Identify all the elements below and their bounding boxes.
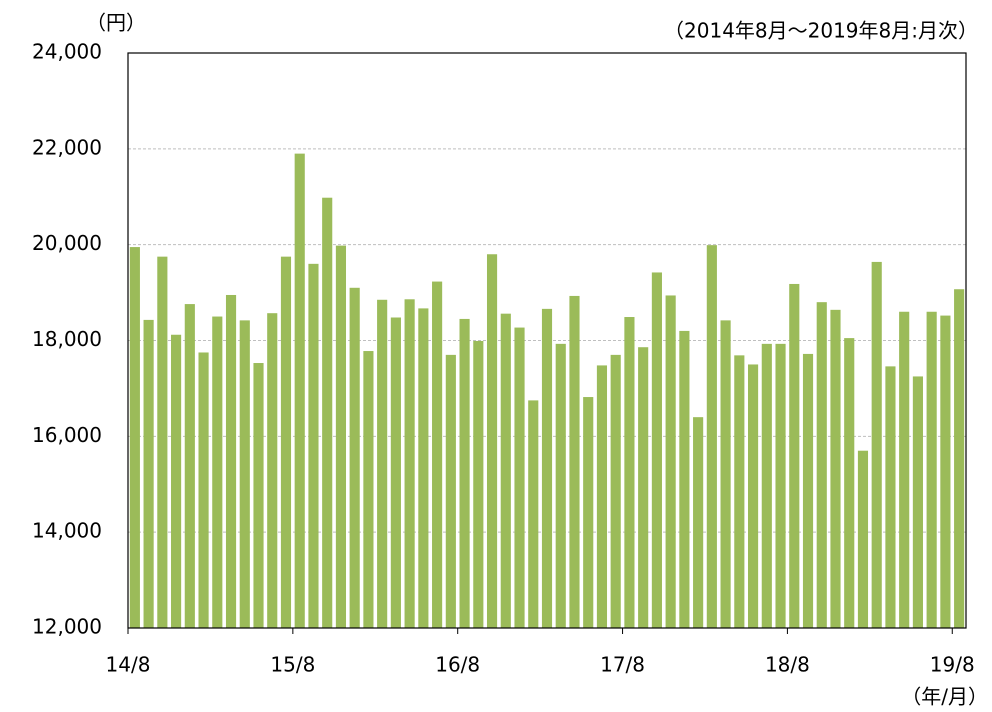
bar <box>665 295 676 628</box>
bar <box>789 283 800 628</box>
bar <box>706 245 717 629</box>
bar <box>802 353 814 628</box>
bar <box>212 316 223 628</box>
bar <box>734 355 745 628</box>
plot-frame <box>127 52 967 629</box>
bar <box>940 315 951 628</box>
bar <box>638 347 649 628</box>
bar <box>747 364 759 628</box>
y-tick-label: 12,000 <box>32 615 102 639</box>
bar <box>871 261 882 628</box>
bar <box>349 287 360 628</box>
y-tick-label: 18,000 <box>32 327 102 351</box>
bar <box>404 299 415 628</box>
bar <box>184 304 195 628</box>
bar <box>445 354 456 628</box>
bar <box>171 334 182 628</box>
bar <box>555 343 566 628</box>
x-tick-label: 19/8 <box>930 653 975 677</box>
x-tick-label: 18/8 <box>765 653 810 677</box>
bar <box>377 299 388 628</box>
bar <box>830 309 841 628</box>
x-tick-label: 17/8 <box>600 653 645 677</box>
bar <box>432 281 443 628</box>
bar <box>912 376 923 628</box>
bar <box>926 311 937 628</box>
bar <box>596 365 608 628</box>
bar <box>761 343 772 628</box>
bar <box>294 153 305 628</box>
bar <box>198 352 209 628</box>
bar <box>541 308 553 628</box>
y-unit: （円） <box>86 11 146 35</box>
bar <box>308 263 319 628</box>
y-tick-label: 22,000 <box>32 135 102 159</box>
bar <box>844 338 855 628</box>
bar <box>157 256 168 628</box>
y-tick-label: 14,000 <box>32 519 102 543</box>
bar <box>129 247 140 628</box>
bar <box>418 308 429 628</box>
bar <box>816 302 827 628</box>
x-tick-label: 15/8 <box>270 653 315 677</box>
bar <box>143 319 154 628</box>
bar <box>610 354 621 628</box>
bar <box>459 318 470 628</box>
bar <box>514 327 525 628</box>
bar <box>473 340 484 628</box>
bar <box>775 343 786 628</box>
bar <box>583 397 594 628</box>
bar <box>720 320 731 628</box>
bar <box>239 320 250 628</box>
bar <box>390 317 401 628</box>
bar <box>253 363 264 628</box>
bar <box>335 245 347 628</box>
bar <box>225 294 237 628</box>
bar <box>899 311 910 628</box>
bar <box>267 313 278 628</box>
bar <box>885 366 896 628</box>
x-tick-label: 16/8 <box>435 653 480 677</box>
bar <box>954 289 965 628</box>
bar <box>528 400 539 628</box>
bar <box>486 254 498 628</box>
x-unit: （年/月） <box>901 685 988 709</box>
bar <box>569 295 580 628</box>
bar <box>500 313 511 628</box>
bar <box>363 351 374 628</box>
y-tick-label: 24,000 <box>32 40 102 64</box>
bar <box>280 256 292 628</box>
x-tick-label: 14/8 <box>106 653 151 677</box>
bar <box>857 450 869 628</box>
bar <box>651 272 662 628</box>
y-tick-label: 16,000 <box>32 423 102 447</box>
bar <box>679 330 690 628</box>
bar <box>693 417 704 628</box>
bar <box>322 197 333 629</box>
subtitle: （2014年8月～2019年8月:月次） <box>664 19 978 43</box>
y-tick-label: 20,000 <box>32 231 102 255</box>
bar <box>624 317 635 628</box>
